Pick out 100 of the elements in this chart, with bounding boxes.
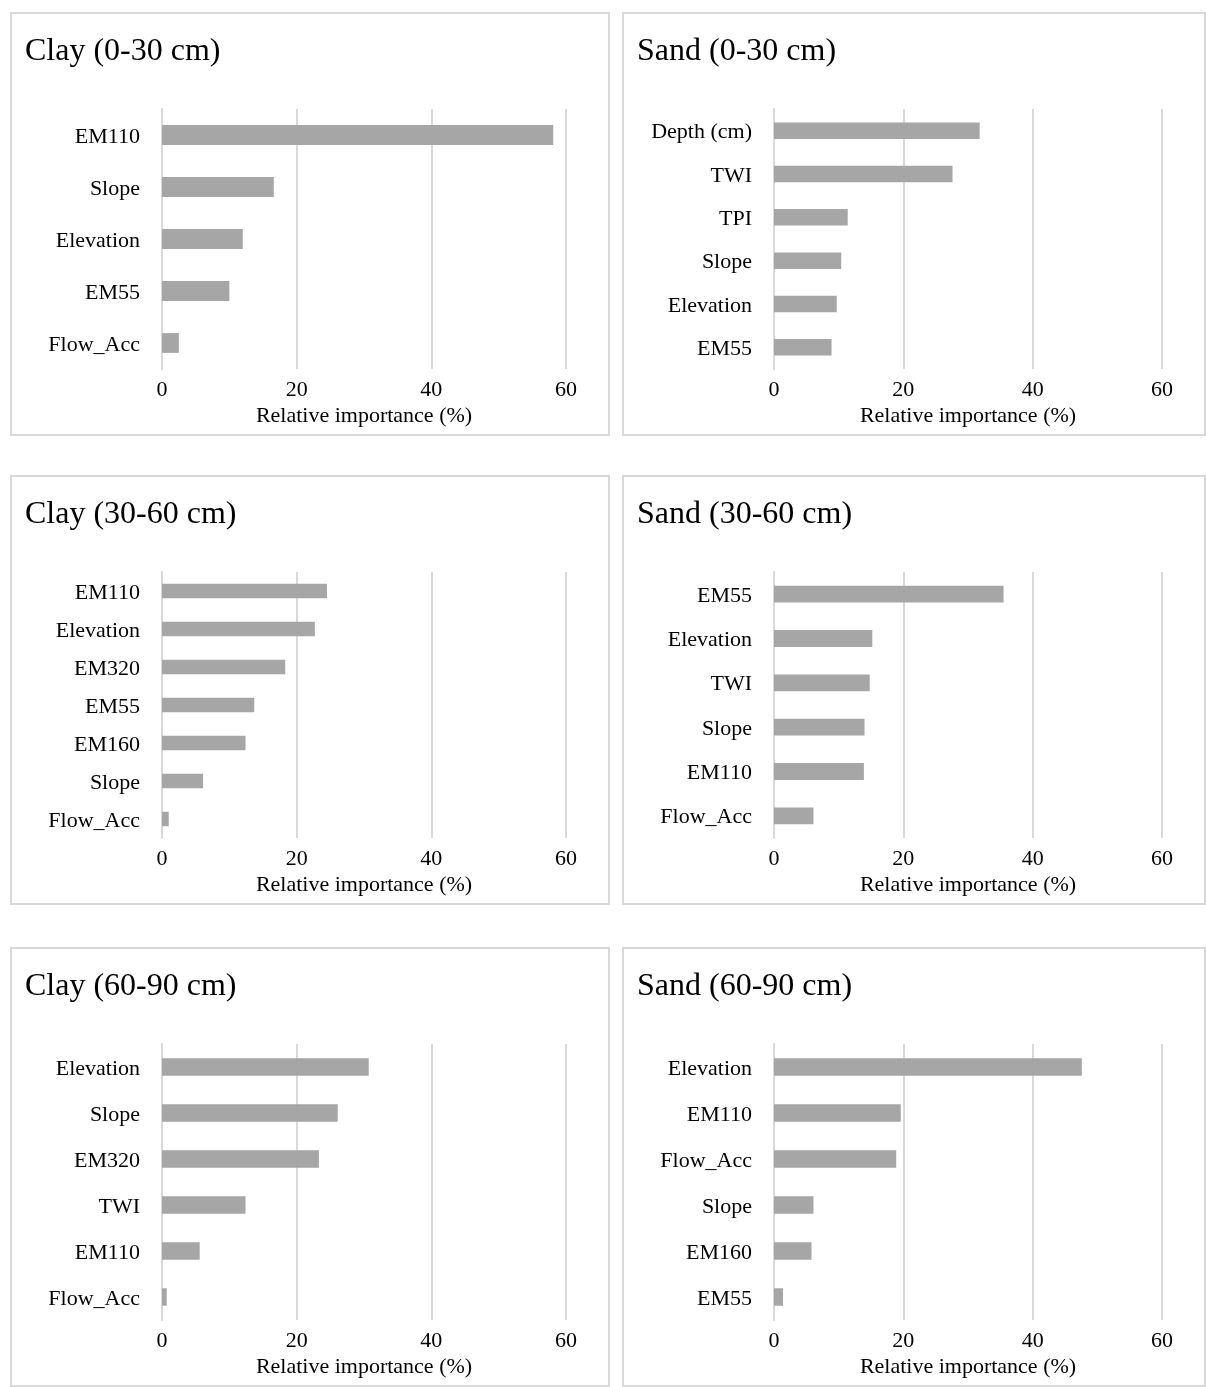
bar [774, 718, 865, 736]
x-axis-title: Relative importance (%) [859, 871, 1077, 897]
x-tick-label: 40 [1021, 375, 1044, 401]
x-tick-label: 0 [768, 1326, 780, 1352]
x-tick-label: 0 [156, 375, 168, 401]
x-axis-title: Relative importance (%) [255, 1353, 473, 1379]
bar [162, 1104, 338, 1122]
y-tick-label: EM55 [85, 692, 140, 718]
bar [774, 1058, 1082, 1076]
bar [162, 333, 179, 353]
y-tick-label: Flow_Acc [48, 1284, 141, 1310]
y-tick-label: Flow_Acc [48, 330, 141, 356]
x-tick-label: 0 [156, 1326, 168, 1352]
bar [162, 735, 246, 751]
x-tick-label: 20 [892, 375, 915, 401]
x-tick-label: 40 [420, 1326, 443, 1352]
bar [162, 659, 286, 675]
bar [162, 1242, 200, 1260]
y-tick-label: TWI [98, 1192, 140, 1218]
y-tick-label: Slope [89, 174, 140, 200]
x-tick-label: 60 [555, 375, 577, 401]
bar [774, 295, 837, 313]
x-tick-label: 40 [1021, 1326, 1044, 1352]
x-tick-label: 20 [285, 375, 308, 401]
bar [774, 1104, 901, 1122]
y-tick-label: Flow_Acc [660, 1146, 753, 1172]
bar [774, 1150, 897, 1168]
x-tick-label: 60 [1151, 375, 1173, 401]
bar [774, 807, 814, 825]
bar [162, 1288, 167, 1306]
y-tick-label: Slope [701, 248, 752, 274]
x-tick-label: 40 [420, 844, 443, 870]
y-tick-label: Slope [89, 1100, 140, 1126]
bar [774, 763, 864, 780]
bar [162, 1058, 369, 1076]
y-tick-label: Slope [701, 714, 752, 740]
bar [162, 621, 315, 637]
x-tick-label: 40 [1021, 844, 1044, 870]
y-tick-label: Flow_Acc [48, 806, 141, 832]
chart-title: Clay (0-30 cm) [25, 31, 221, 67]
bar [774, 674, 870, 692]
x-tick-label: 20 [285, 1326, 308, 1352]
x-tick-label: 20 [285, 844, 308, 870]
y-tick-label: Elevation [667, 291, 752, 317]
bar [162, 1150, 319, 1168]
y-tick-label: EM110 [686, 759, 752, 784]
y-tick-label: Elevation [667, 1054, 752, 1080]
x-axis-title: Relative importance (%) [859, 402, 1077, 428]
bar [162, 811, 169, 827]
bar [162, 583, 327, 599]
y-tick-label: EM160 [74, 730, 140, 756]
y-tick-label: TPI [719, 204, 752, 230]
x-tick-label: 0 [768, 844, 780, 870]
x-tick-label: 40 [420, 375, 443, 401]
y-tick-label: Elevation [667, 626, 752, 651]
x-tick-label: 60 [1151, 1326, 1173, 1352]
y-tick-label: Slope [701, 1192, 752, 1218]
y-tick-label: EM110 [74, 122, 140, 148]
x-tick-label: 0 [156, 844, 168, 870]
y-tick-label: EM110 [74, 578, 140, 604]
y-tick-label: EM320 [74, 654, 140, 680]
bar [774, 209, 848, 226]
y-tick-label: TWI [710, 161, 752, 187]
y-tick-label: EM320 [74, 1146, 140, 1172]
bar [774, 1196, 814, 1214]
y-tick-label: EM110 [686, 1100, 752, 1126]
y-tick-label: Flow_Acc [660, 803, 753, 829]
y-tick-label: Elevation [55, 1054, 140, 1080]
x-axis-title: Relative importance (%) [859, 1353, 1077, 1379]
bar [774, 122, 980, 139]
y-tick-label: EM160 [686, 1238, 752, 1264]
y-tick-label: Slope [89, 768, 140, 794]
bar [162, 281, 230, 301]
y-tick-label: TWI [710, 670, 752, 696]
chart-title: Sand (30-60 cm) [637, 494, 853, 530]
bar [774, 630, 873, 647]
bar [162, 697, 255, 713]
y-tick-label: Elevation [55, 616, 140, 642]
bar [774, 165, 953, 183]
x-axis-title: Relative importance (%) [255, 402, 473, 428]
bar [162, 229, 243, 249]
chart-title: Sand (0-30 cm) [637, 31, 837, 67]
y-tick-label: EM55 [697, 581, 752, 607]
chart-title: Clay (30-60 cm) [25, 494, 237, 530]
x-tick-label: 60 [555, 844, 577, 870]
bar [162, 125, 554, 145]
bar [774, 1242, 812, 1260]
y-tick-label: EM55 [697, 334, 752, 360]
chart-title: Sand (60-90 cm) [637, 966, 853, 1002]
x-tick-label: 0 [768, 375, 780, 401]
x-tick-label: 60 [1151, 844, 1173, 870]
bar [774, 339, 832, 356]
y-tick-label: EM55 [85, 278, 140, 304]
bar [162, 773, 204, 789]
y-tick-label: EM110 [74, 1238, 140, 1264]
x-tick-label: 20 [892, 844, 915, 870]
y-tick-label: Depth (cm) [651, 118, 752, 144]
x-tick-label: 20 [892, 1326, 915, 1352]
bar [162, 1196, 246, 1214]
bar [774, 252, 842, 269]
